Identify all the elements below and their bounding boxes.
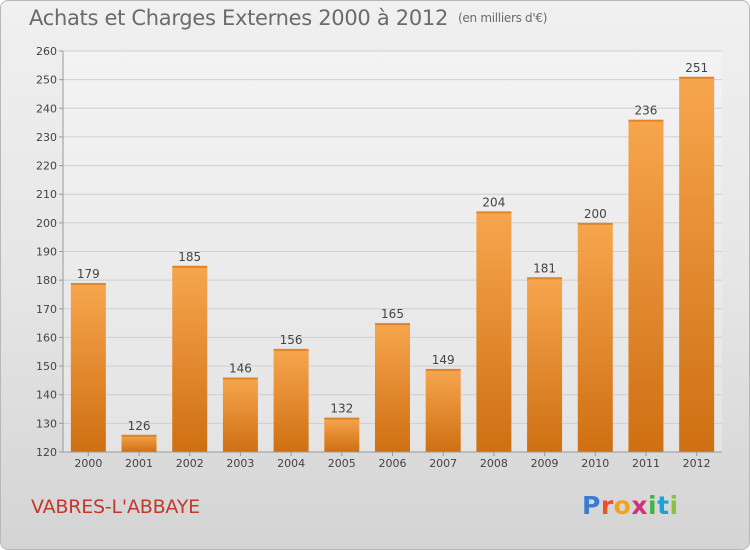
x-tick-label: 2002 bbox=[176, 457, 204, 470]
bar bbox=[375, 323, 410, 452]
logo-letter: r bbox=[600, 491, 614, 520]
x-tick-label: 2000 bbox=[74, 457, 102, 470]
y-tick-label: 210 bbox=[36, 188, 57, 201]
bar-top-edge bbox=[324, 417, 360, 420]
x-tick-label: 2005 bbox=[328, 457, 356, 470]
logo-letter: t bbox=[657, 491, 670, 520]
y-tick-label: 140 bbox=[36, 389, 57, 402]
logo-letter: i bbox=[669, 491, 679, 520]
logo-letter: o bbox=[613, 491, 632, 520]
bar-value-label: 149 bbox=[432, 353, 455, 367]
chart-title-text: Achats et Charges Externes 2000 à 2012 bbox=[29, 6, 449, 30]
x-tick-label: 2011 bbox=[632, 457, 660, 470]
logo-letter: i bbox=[648, 491, 658, 520]
bars: 179 126 185 146 156 132 165 149 204 181 200 236 251 bbox=[70, 61, 715, 453]
bar bbox=[121, 434, 157, 452]
bar-top-edge bbox=[628, 119, 664, 122]
bar bbox=[425, 368, 461, 452]
y-tick-label: 150 bbox=[36, 360, 57, 373]
x-tick-label: 2007 bbox=[429, 457, 457, 470]
proxiti-logo[interactable]: Proxiti bbox=[582, 491, 679, 520]
x-tick-label: 2012 bbox=[683, 457, 711, 470]
bar bbox=[679, 76, 715, 453]
x-tick-label: 2009 bbox=[531, 457, 559, 470]
y-tick-label: 230 bbox=[36, 131, 57, 144]
bar bbox=[527, 277, 563, 452]
bar-top-edge bbox=[172, 265, 208, 268]
bar-top-edge bbox=[527, 277, 563, 280]
x-tick-label: 2004 bbox=[277, 457, 305, 470]
y-tick-label: 250 bbox=[36, 74, 57, 87]
bar-top-edge bbox=[577, 222, 613, 225]
bar-value-label: 156 bbox=[280, 333, 303, 347]
chart-title-unit: (en milliers d'€) bbox=[458, 11, 548, 25]
y-tick-label: 240 bbox=[36, 102, 57, 115]
y-tick-label: 180 bbox=[36, 274, 57, 287]
x-axis-ticks: 2000 2001 2002 2003 2004 2005 2006 2007 2008 2009… bbox=[74, 452, 711, 470]
bar-value-label: 132 bbox=[330, 402, 353, 416]
bar bbox=[628, 119, 664, 452]
logo-letter: P bbox=[582, 491, 601, 520]
bar-value-label: 181 bbox=[533, 261, 556, 275]
bar bbox=[222, 377, 258, 452]
bar bbox=[476, 211, 512, 452]
bar-value-label: 185 bbox=[178, 250, 201, 264]
bar bbox=[70, 283, 106, 452]
y-axis-ticks: 120 130 140 150 160 170 180 190 200 210 220 230 240 2… bbox=[36, 45, 63, 459]
bar-top-edge bbox=[679, 76, 715, 79]
bar-top-edge bbox=[425, 368, 461, 371]
commune-name: VABRES-L'ABBAYE bbox=[31, 496, 200, 518]
bar bbox=[577, 222, 613, 452]
bar-value-label: 179 bbox=[77, 267, 100, 281]
x-tick-label: 2003 bbox=[226, 457, 254, 470]
y-tick-label: 190 bbox=[36, 246, 57, 259]
x-tick-label: 2008 bbox=[480, 457, 508, 470]
bar-top-edge bbox=[476, 211, 512, 214]
bar-value-label: 165 bbox=[381, 307, 404, 321]
y-tick-label: 170 bbox=[36, 303, 57, 316]
bar-top-edge bbox=[273, 348, 309, 351]
bar bbox=[273, 348, 309, 452]
bar-value-label: 251 bbox=[685, 61, 708, 75]
x-tick-label: 2001 bbox=[125, 457, 153, 470]
bar-top-edge bbox=[70, 283, 106, 286]
bar bbox=[324, 417, 360, 452]
bar-top-edge bbox=[375, 323, 410, 326]
y-tick-label: 120 bbox=[36, 446, 57, 459]
bar-value-label: 146 bbox=[229, 362, 252, 376]
bar-value-label: 236 bbox=[635, 104, 658, 118]
y-tick-label: 160 bbox=[36, 331, 57, 344]
x-tick-label: 2010 bbox=[581, 457, 609, 470]
bar-value-label: 200 bbox=[584, 207, 607, 221]
bar-value-label: 126 bbox=[128, 419, 151, 433]
y-tick-label: 200 bbox=[36, 217, 57, 230]
y-tick-label: 260 bbox=[36, 45, 57, 58]
bar-top-edge bbox=[222, 377, 258, 380]
logo-letter: x bbox=[631, 491, 648, 520]
chart-title: Achats et Charges Externes 2000 à 2012 (e… bbox=[29, 6, 547, 30]
y-tick-label: 130 bbox=[36, 417, 57, 430]
x-tick-label: 2006 bbox=[379, 457, 407, 470]
bar bbox=[172, 265, 208, 452]
bar-top-edge bbox=[121, 434, 157, 437]
bar-value-label: 204 bbox=[482, 195, 505, 209]
y-tick-label: 220 bbox=[36, 160, 57, 173]
